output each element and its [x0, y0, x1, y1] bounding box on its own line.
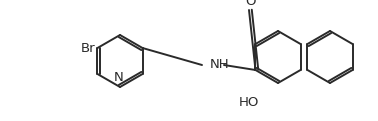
Text: NH: NH: [210, 58, 229, 72]
Text: N: N: [114, 71, 124, 84]
Text: O: O: [245, 0, 255, 8]
Text: HO: HO: [239, 96, 259, 109]
Text: Br: Br: [81, 42, 96, 54]
